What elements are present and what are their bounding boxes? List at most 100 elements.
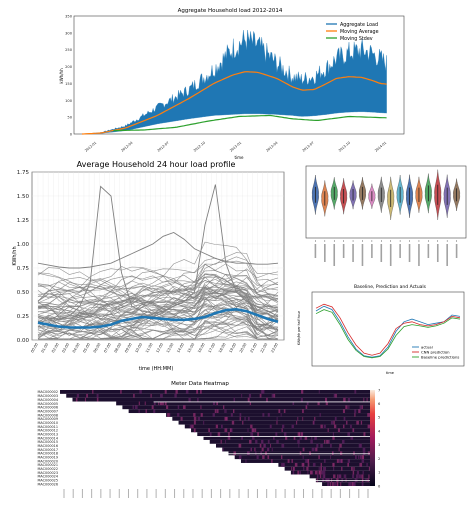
heatmap-cell <box>269 424 272 429</box>
heatmap-cell <box>86 393 88 398</box>
heatmap-x-tick-label <box>183 489 185 498</box>
aggregate-x-tick-label: 2013-01 <box>229 141 242 153</box>
heatmap-cell <box>349 482 352 486</box>
heatmap-row <box>222 447 372 452</box>
baseline-prediction-chart: Baseline, Prediction and Actuals KWh/hh … <box>297 284 465 375</box>
heatmap-row-label: MAC000005 <box>38 402 59 406</box>
heatmap-cell <box>189 424 193 429</box>
heatmap-cell <box>351 466 353 471</box>
heatmap-x-tick-label <box>293 489 295 498</box>
household-line <box>37 241 279 328</box>
heatmap-x-tick-label <box>201 489 203 498</box>
aggregate-load-area <box>81 29 387 135</box>
heatmap-cell <box>323 466 326 471</box>
heatmap-cell <box>159 401 163 406</box>
baseline-series-line <box>315 303 461 356</box>
heatmap-cell <box>160 393 163 398</box>
heatmap-cell <box>302 416 304 421</box>
heatmap-cell <box>343 474 347 479</box>
heatmap-x-tick-label <box>312 489 314 498</box>
heatmap-cell <box>333 420 335 425</box>
heatmap-cell <box>259 443 262 448</box>
aggregate-x-tick-label: 2012-10 <box>193 141 206 153</box>
heatmap-cell <box>166 405 169 410</box>
heatmap-cell <box>358 474 362 479</box>
heatmap-cell <box>332 436 335 440</box>
heatmap-cell <box>214 409 217 414</box>
heatmap-cell <box>356 420 359 425</box>
heatmap-cell <box>221 424 223 429</box>
heatmap-cell <box>327 428 329 433</box>
household-line <box>37 267 279 316</box>
household-profile-chart: Average Household 24 hour load profile K… <box>12 160 285 372</box>
heatmap-cell <box>337 428 340 433</box>
heatmap-cell <box>322 478 325 483</box>
aggregate-y-tick-label: 200 <box>65 65 73 69</box>
heatmap-cell <box>120 390 122 394</box>
heatmap-cell <box>164 390 167 394</box>
household-line <box>37 184 279 320</box>
violin-x-tick-label <box>342 244 345 258</box>
heatmap-cell <box>164 401 167 406</box>
heatmap-cell <box>299 436 302 440</box>
heatmap-cell <box>224 416 228 421</box>
household-line <box>37 283 279 318</box>
heatmap-row <box>172 416 372 421</box>
heatmap-cell <box>271 393 274 398</box>
profile-y-tick-label: 0.75 <box>17 266 30 272</box>
heatmap-cell <box>367 451 370 456</box>
heatmap-cell <box>246 451 250 456</box>
meter-heatmap: Meter Data Heatmap MAC000002MAC000003MAC… <box>38 381 381 498</box>
heatmap-cell <box>346 420 348 425</box>
heatmap-gap-line <box>153 453 372 455</box>
heatmap-cell <box>223 405 225 410</box>
heatmap-cell <box>76 393 80 398</box>
heatmap-cell <box>320 462 322 467</box>
aggregate-x-tick-label: 2014-01 <box>374 141 387 153</box>
heatmap-cell <box>261 439 264 444</box>
heatmap-cell <box>324 439 326 444</box>
heatmap-cell <box>282 424 285 429</box>
heatmap-cell <box>307 470 309 475</box>
heatmap-cell <box>238 443 240 448</box>
heatmap-cell <box>317 401 320 406</box>
baseline-series-line <box>315 309 461 359</box>
heatmap-cell <box>353 482 355 486</box>
heatmap-cell <box>283 409 286 414</box>
heatmap-cell <box>318 470 320 475</box>
heatmap-cell <box>196 390 199 394</box>
violin-x-tick-label <box>352 244 354 262</box>
heatmap-cell <box>281 428 283 433</box>
heatmap-cell <box>362 470 364 475</box>
heatmap-cell <box>318 390 320 394</box>
legend-label: CNN prediction <box>421 349 450 354</box>
profile-x-tick-label: 21:00 <box>249 342 258 354</box>
violin-x-tick-label <box>361 244 364 266</box>
household-line <box>37 275 279 340</box>
heatmap-x-tick-label <box>127 489 129 498</box>
heatmap-cell <box>203 420 205 425</box>
household-line <box>37 294 279 326</box>
heatmap-cell <box>358 409 361 414</box>
heatmap-cell <box>225 439 226 444</box>
heatmap-cell <box>216 401 218 406</box>
heatmap-cell <box>307 459 309 463</box>
heatmap-cell <box>301 390 304 394</box>
household-line <box>37 266 279 338</box>
household-line <box>37 232 279 269</box>
heatmap-cell <box>224 409 226 414</box>
heatmap-cell <box>363 432 366 437</box>
heatmap-cell <box>239 416 241 421</box>
heatmap-cell <box>367 413 371 417</box>
heatmap-cell <box>292 466 295 471</box>
heatmap-cell <box>350 424 352 429</box>
heatmap-cell <box>260 390 264 394</box>
heatmap-x-tick-label <box>192 489 194 498</box>
heatmap-cell <box>336 459 339 463</box>
heatmap-row-label: MAC000006 <box>38 406 59 410</box>
heatmap-cell <box>365 478 367 483</box>
household-line <box>37 257 279 317</box>
heatmap-cell <box>355 474 359 479</box>
heatmap-row-label: MAC000021 <box>38 463 59 467</box>
heatmap-cell <box>358 455 360 460</box>
